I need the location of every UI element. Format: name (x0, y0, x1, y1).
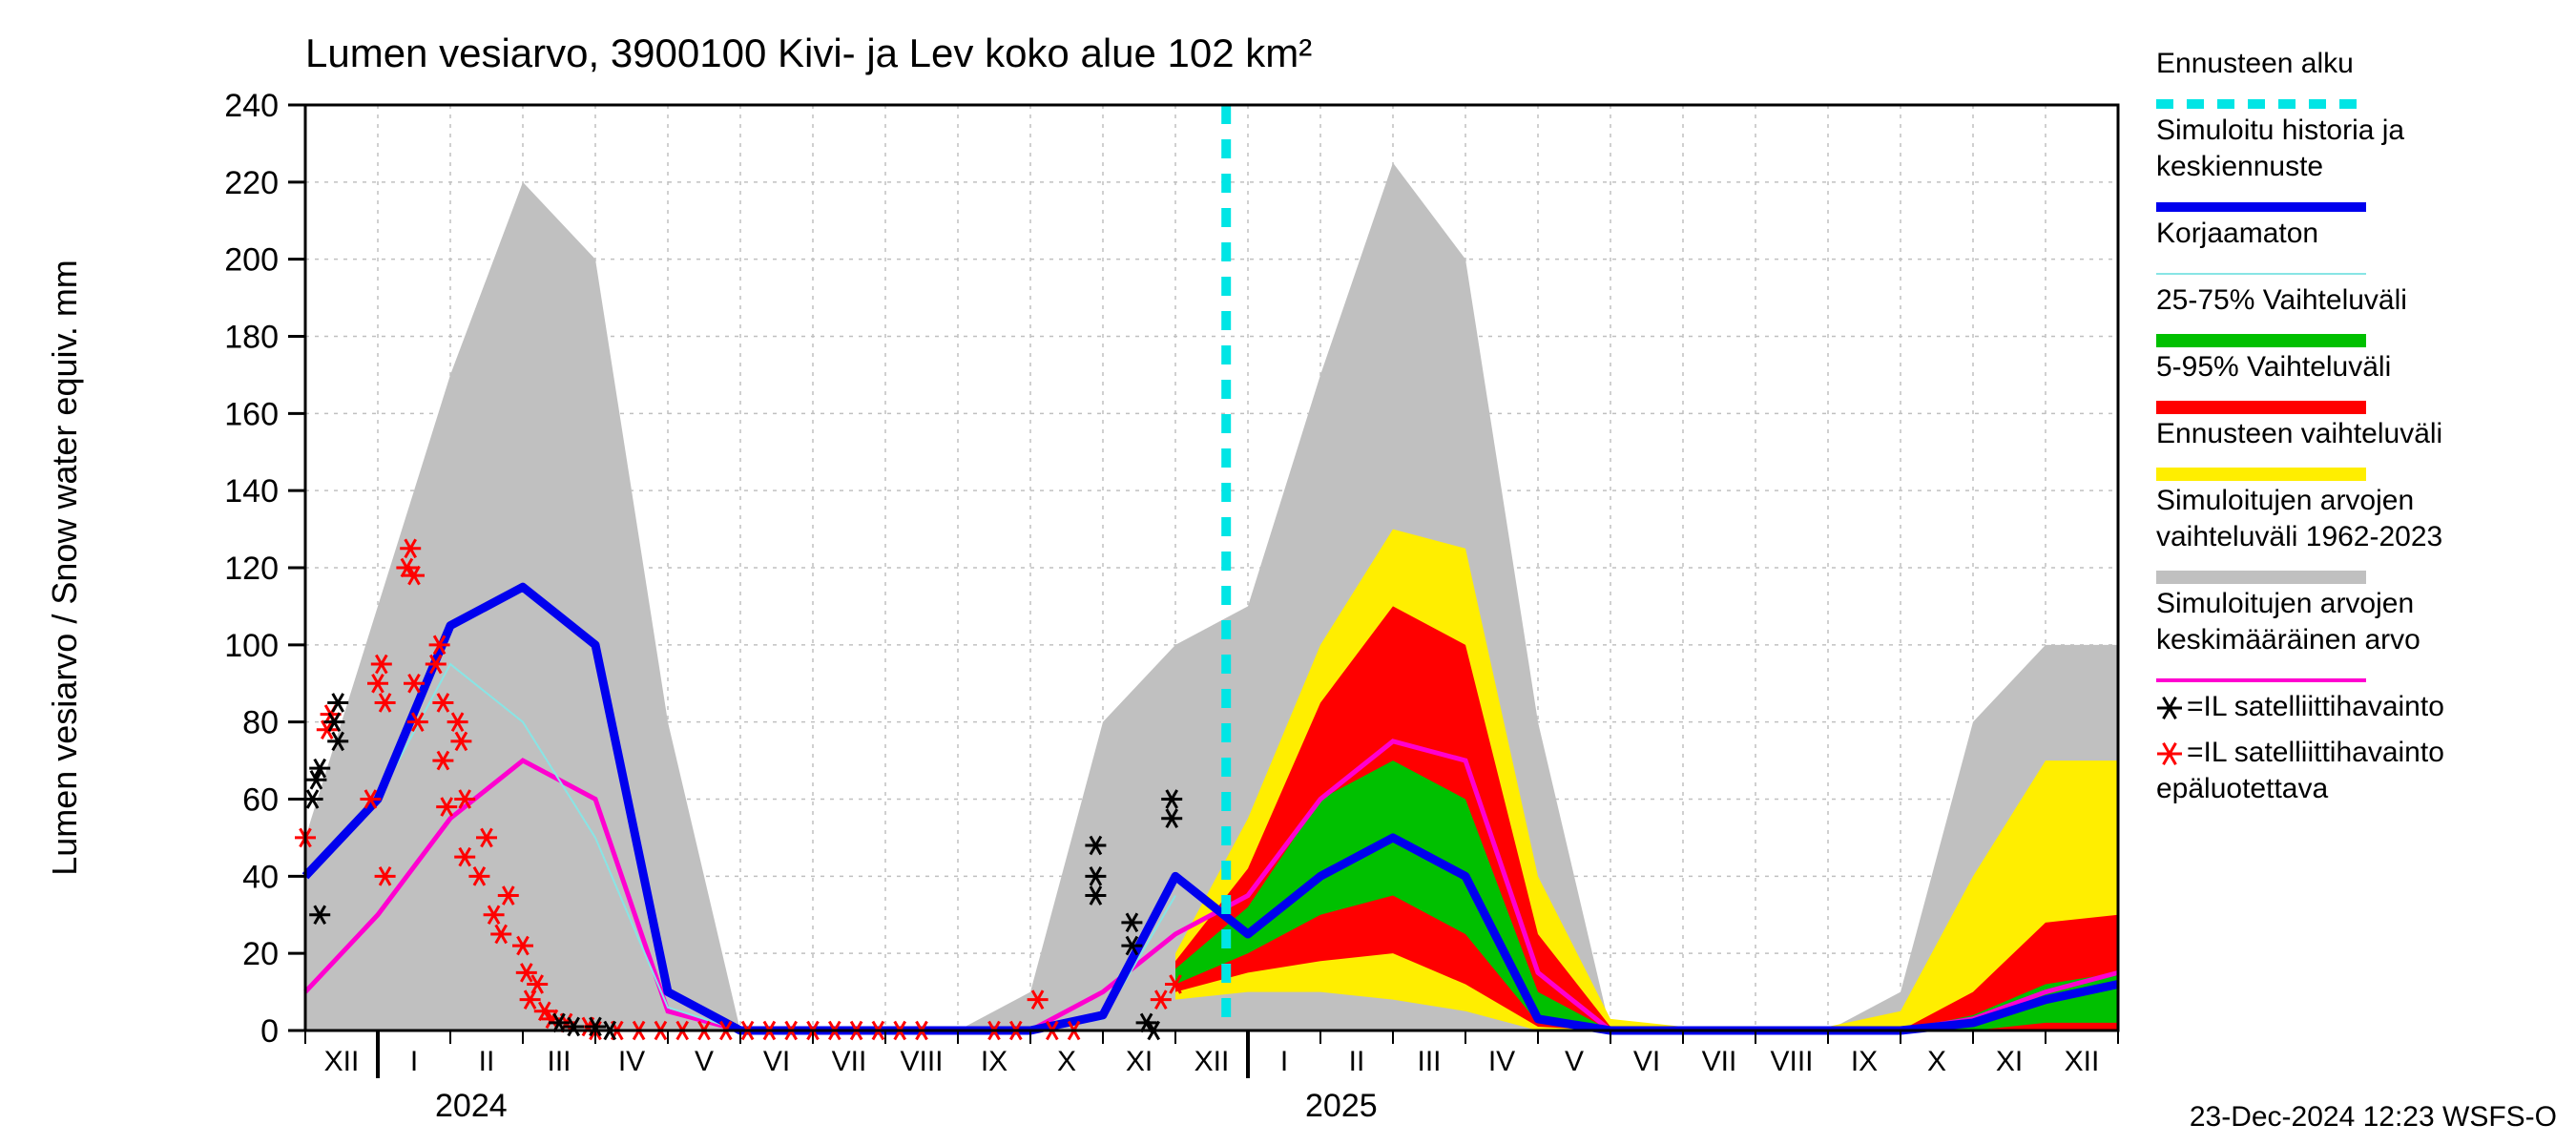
x-tick-label: XII (1195, 1046, 1230, 1077)
legend-marker (2157, 697, 2182, 719)
x-tick-label: VII (832, 1046, 867, 1077)
x-tick-label: IX (1851, 1046, 1878, 1077)
legend-label: vaihteluväli 1962-2023 (2156, 521, 2442, 552)
legend-swatch (2156, 468, 2366, 481)
chart-title: Lumen vesiarvo, 3900100 Kivi- ja Lev kok… (305, 31, 1312, 75)
x-tick-label: X (1927, 1046, 1946, 1077)
x-tick-label: V (1565, 1046, 1584, 1077)
x-tick-label: III (1417, 1046, 1441, 1077)
x-tick-label: X (1057, 1046, 1076, 1077)
y-tick-label: 40 (242, 859, 279, 895)
x-tick-label: VIII (1770, 1046, 1813, 1077)
y-axis-label: Lumen vesiarvo / Snow water equiv. mm (45, 260, 84, 876)
y-tick-label: 0 (260, 1013, 279, 1050)
x-tick-label: II (479, 1046, 495, 1077)
y-axis: 0 20 40 60 80 100 120 140 160 180 200 220 240 (224, 88, 305, 1050)
y-tick-label: 180 (224, 320, 279, 356)
legend-label: Simuloitujen arvojen (2156, 485, 2414, 516)
legend-label: Simuloitu historia ja (2156, 114, 2404, 146)
x-tick-label: VII (1702, 1046, 1737, 1077)
x-tick-label: III (547, 1046, 571, 1077)
legend-swatch (2156, 571, 2366, 584)
x-tick-label: XII (2065, 1046, 2100, 1077)
x-tick-label: XI (1126, 1046, 1153, 1077)
legend-label: 5-95% Vaihteluväli (2156, 351, 2391, 383)
x-tick-label: IV (618, 1046, 645, 1077)
x-axis: XIIIIIIIIIVVVIVIIVIIIIXXXIXIIIIIIIIIVVVI… (305, 1030, 2118, 1124)
x-tick-label: I (410, 1046, 418, 1077)
legend-label: =IL satelliittihavainto (2187, 737, 2444, 768)
legend-label: Korjaamaton (2156, 218, 2318, 249)
legend: Ennusteen alku Simuloitu historia ja keski… (2156, 48, 2444, 804)
y-tick-label: 220 (224, 165, 279, 201)
x-tick-label: V (695, 1046, 714, 1077)
y-tick-label: 240 (224, 88, 279, 124)
legend-label: =IL satelliittihavainto (2187, 691, 2444, 722)
legend-label: epäluotettava (2156, 773, 2328, 804)
x-tick-label: I (1280, 1046, 1288, 1077)
legend-label: keskiennuste (2156, 151, 2323, 182)
x-tick-label: XI (1996, 1046, 2023, 1077)
chart-svg: 0 20 40 60 80 100 120 140 160 180 200 220 240 Lumen v… (0, 0, 2576, 1145)
x-year-label: 2025 (1305, 1088, 1378, 1124)
y-tick-label: 120 (224, 551, 279, 587)
marker-black (327, 694, 348, 712)
x-tick-label: VI (763, 1046, 790, 1077)
legend-swatch (2156, 401, 2366, 414)
y-tick-label: 200 (224, 242, 279, 279)
x-tick-label: IX (981, 1046, 1008, 1077)
x-year-label: 2024 (435, 1088, 508, 1124)
x-tick-label: IV (1488, 1046, 1515, 1077)
legend-marker (2157, 743, 2182, 765)
y-tick-label: 80 (242, 705, 279, 741)
y-tick-label: 60 (242, 782, 279, 819)
y-tick-label: 100 (224, 628, 279, 664)
y-tick-label: 160 (224, 396, 279, 432)
legend-label: Ennusteen alku (2156, 48, 2354, 79)
x-tick-label: VIII (900, 1046, 943, 1077)
legend-label: keskimääräinen arvo (2156, 624, 2420, 656)
timestamp: 23-Dec-2024 12:23 WSFS-O (2190, 1101, 2557, 1133)
y-tick-label: 140 (224, 473, 279, 510)
x-tick-label: VI (1633, 1046, 1660, 1077)
legend-label: Ennusteen vaihteluväli (2156, 418, 2442, 449)
x-tick-label: II (1349, 1046, 1365, 1077)
chart-root: 0 20 40 60 80 100 120 140 160 180 200 220 240 Lumen v… (0, 0, 2576, 1145)
legend-swatch (2156, 334, 2366, 347)
x-tick-label: XII (324, 1046, 360, 1077)
legend-label: 25-75% Vaihteluväli (2156, 284, 2407, 316)
legend-label: Simuloitujen arvojen (2156, 588, 2414, 619)
y-tick-label: 20 (242, 936, 279, 972)
